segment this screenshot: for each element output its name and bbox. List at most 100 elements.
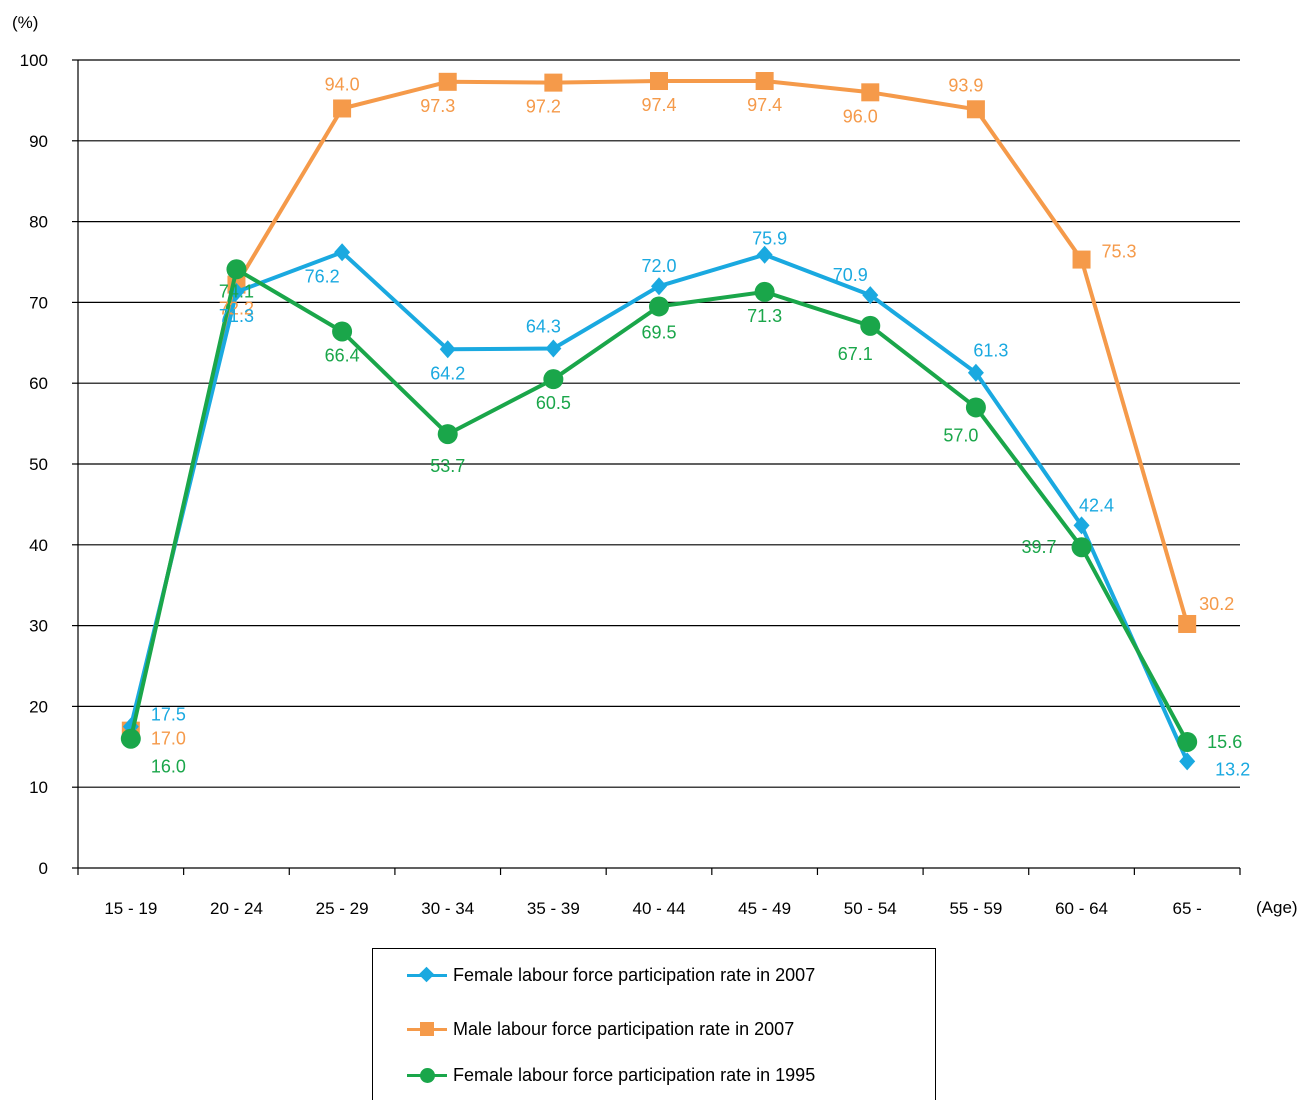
data-point-square — [1178, 614, 1197, 633]
legend-swatch-female-2007 — [407, 965, 447, 985]
series-line-1 — [128, 79, 1190, 732]
data-label: 94.0 — [325, 74, 360, 94]
y-tick-label: 100 — [20, 51, 48, 70]
data-label: 13.2 — [1215, 759, 1250, 779]
data-point-diamond — [651, 277, 667, 296]
y-tick-label: 0 — [39, 859, 48, 878]
legend-marker-circle-icon — [420, 1068, 435, 1083]
y-tick-label: 20 — [29, 697, 48, 716]
data-point-circle — [649, 296, 669, 317]
data-label: 69.5 — [641, 322, 676, 342]
data-label: 53.7 — [430, 456, 465, 476]
data-label: 71.3 — [219, 306, 254, 326]
y-tick-label: 30 — [29, 617, 48, 636]
x-tick-label: 40 - 44 — [633, 899, 686, 918]
x-tick-label: 55 - 59 — [949, 899, 1002, 918]
data-label: 75.9 — [752, 229, 787, 249]
data-label: 72.0 — [641, 256, 676, 276]
data-label: 74.1 — [219, 281, 254, 301]
line-chart: (%) (Age) 0 10 20 30 40 50 60 70 80 90 100 15 - 19… — [12, 13, 1298, 918]
data-label: 66.4 — [325, 345, 360, 365]
y-tick-label: 80 — [29, 213, 48, 232]
y-tick-label: 70 — [29, 293, 48, 312]
data-point-diamond — [756, 245, 773, 264]
data-point-square — [650, 72, 668, 91]
data-label: 57.0 — [943, 425, 978, 445]
x-axis-ticks: 15 - 19 20 - 24 25 - 29 30 - 34 35 - 39 40 - … — [77, 868, 1241, 918]
data-label: 75.3 — [1102, 242, 1137, 262]
data-label: 42.4 — [1079, 495, 1114, 515]
data-point-circle — [226, 259, 247, 280]
legend-item-female-2007: Female labour force participation rate i… — [407, 963, 815, 987]
legend-marker-square-icon — [420, 1022, 434, 1036]
data-point-square — [333, 99, 352, 118]
data-point-circle — [332, 321, 353, 342]
data-point-circle — [1177, 731, 1198, 752]
data-label: 97.3 — [420, 96, 455, 116]
data-label: 61.3 — [973, 341, 1008, 361]
x-tick-label: 30 - 34 — [421, 899, 474, 918]
data-label: 30.2 — [1199, 594, 1234, 614]
y-tick-label: 10 — [29, 778, 48, 797]
data-label: 70.9 — [833, 265, 868, 285]
data-point-circle — [754, 281, 775, 302]
data-label: 16.0 — [151, 757, 186, 777]
data-label: 76.2 — [305, 266, 340, 286]
data-label: 15.6 — [1207, 732, 1242, 752]
data-point-diamond — [967, 363, 984, 382]
legend-label-female-2007: Female labour force participation rate i… — [453, 964, 816, 985]
data-labels: 17.0 72.2 94.0 97.3 97.2 97.4 97.4 96.0 93.9 75.3… — [151, 74, 1250, 779]
y-tick-label: 50 — [29, 455, 48, 474]
legend-swatch-female-1995 — [407, 1065, 447, 1085]
data-label: 96.0 — [843, 106, 878, 126]
legend-marker-diamond-icon — [418, 966, 435, 983]
data-point-diamond — [1073, 516, 1090, 535]
x-tick-label: 25 - 29 — [316, 899, 369, 918]
legend-item-female-1995: Female labour force participation rate i… — [407, 1063, 815, 1087]
series-layer — [120, 72, 1198, 771]
data-label: 64.3 — [526, 316, 561, 336]
data-point-circle — [543, 369, 564, 390]
x-tick-label: 65 - — [1173, 899, 1202, 918]
legend-swatch-male-2007 — [407, 1019, 447, 1039]
data-point-circle — [965, 397, 986, 418]
x-tick-label: 50 - 54 — [844, 899, 897, 918]
data-point-circle — [437, 424, 458, 445]
data-label: 60.5 — [536, 393, 571, 413]
data-point-diamond — [439, 340, 456, 359]
data-label: 64.2 — [430, 363, 465, 383]
data-point-circle — [860, 315, 881, 336]
data-label: 97.4 — [641, 95, 676, 115]
data-point-square — [438, 72, 457, 91]
data-label: 17.5 — [151, 705, 186, 725]
legend-item-male-2007: Male labour force participation rate in … — [407, 1017, 794, 1041]
data-point-diamond — [1179, 752, 1196, 771]
y-axis-ticks: 0 10 20 30 40 50 60 70 80 90 100 — [20, 51, 78, 878]
x-tick-label: 45 - 49 — [738, 899, 791, 918]
data-point-diamond — [862, 286, 879, 305]
data-point-diamond — [334, 243, 351, 262]
y-axis-unit-label: (%) — [12, 13, 38, 32]
legend: Female labour force participation rate i… — [372, 948, 936, 1100]
x-tick-label: 15 - 19 — [104, 899, 157, 918]
data-point-circle — [120, 728, 141, 749]
y-tick-label: 90 — [29, 132, 48, 151]
x-axis-unit-label: (Age) — [1256, 898, 1298, 917]
data-point-square — [966, 100, 985, 119]
data-point-square — [544, 73, 563, 92]
y-tick-label: 40 — [29, 536, 48, 555]
legend-label-male-2007: Male labour force participation rate in … — [453, 1018, 795, 1039]
y-tick-label: 60 — [29, 374, 48, 393]
data-label: 39.7 — [1021, 537, 1056, 557]
legend-label-female-1995: Female labour force participation rate i… — [453, 1064, 816, 1085]
data-label: 97.2 — [526, 97, 561, 117]
data-point-diamond — [545, 339, 562, 358]
data-point-square — [1072, 250, 1091, 269]
data-label: 17.0 — [151, 729, 186, 749]
gridlines — [78, 59, 1240, 788]
data-label: 67.1 — [838, 344, 873, 364]
data-point-square — [861, 83, 880, 102]
data-label: 72.2 — [219, 299, 254, 319]
x-tick-label: 60 - 64 — [1055, 899, 1108, 918]
data-label: 97.4 — [747, 95, 782, 115]
